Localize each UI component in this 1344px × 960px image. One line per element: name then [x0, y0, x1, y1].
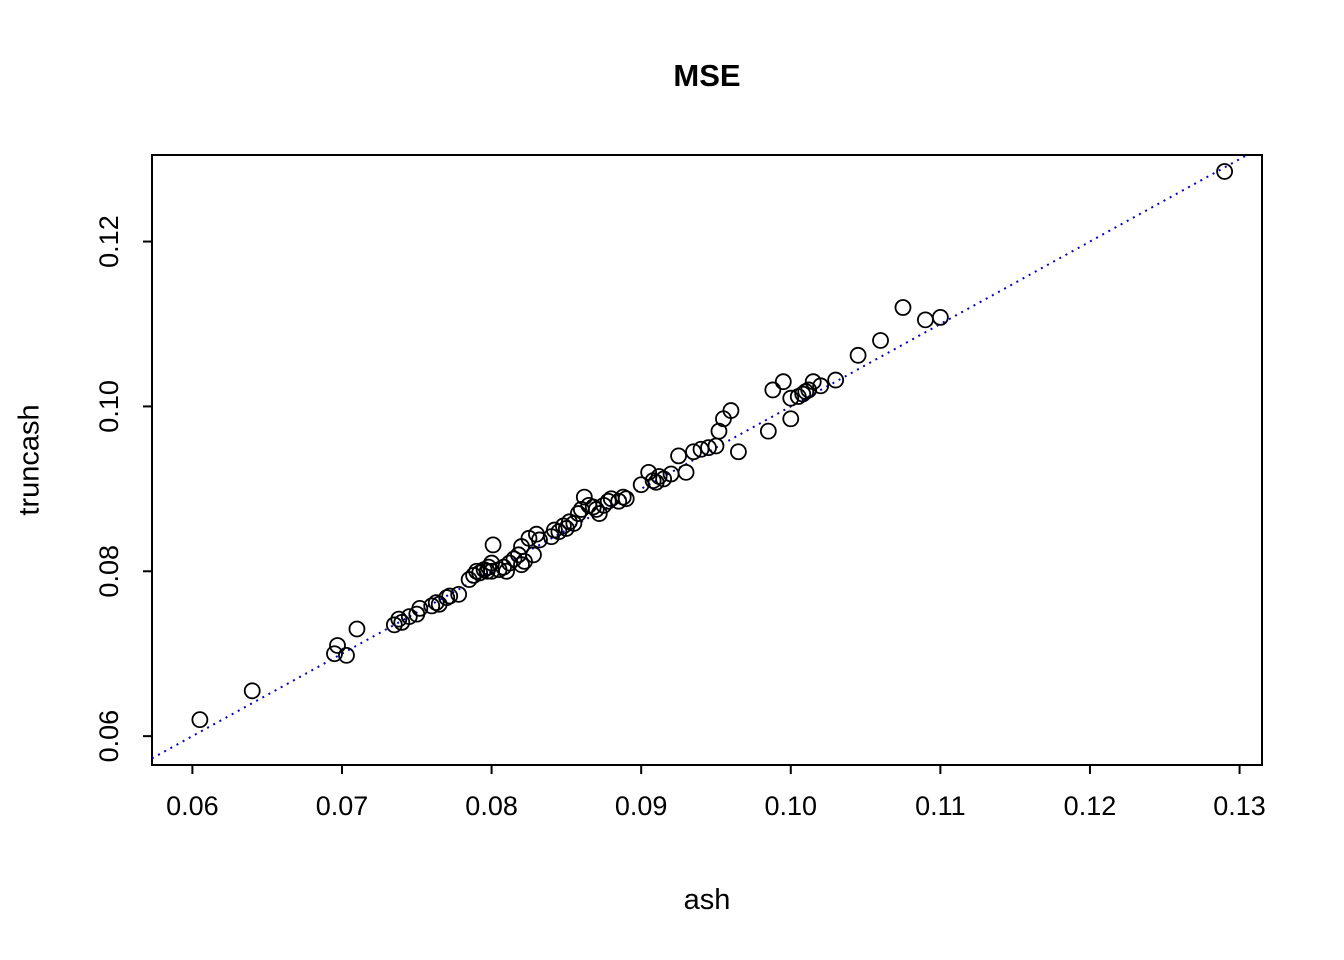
- data-point: [782, 410, 800, 428]
- data-point: [531, 531, 548, 549]
- data-point: [812, 377, 830, 395]
- data-point: [427, 594, 445, 612]
- data-point: [411, 599, 429, 617]
- x-tick-label: 0.13: [1213, 791, 1266, 821]
- data-point: [390, 610, 408, 628]
- data-point: [610, 492, 628, 510]
- data-point: [438, 589, 456, 607]
- data-point: [614, 488, 632, 506]
- x-tick-label: 0.10: [764, 791, 817, 821]
- data-point: [917, 311, 934, 329]
- data-point: [872, 332, 889, 349]
- data-point: [471, 564, 489, 582]
- y-tick-label: 0.12: [94, 215, 124, 268]
- data-point: [764, 381, 782, 399]
- data-point: [565, 515, 583, 532]
- data-point: [800, 381, 818, 399]
- data-point: [575, 488, 593, 506]
- y-tick-label: 0.06: [94, 710, 124, 763]
- chart-title: MSE: [673, 58, 741, 93]
- x-tick-label: 0.08: [465, 791, 518, 821]
- x-tick-label: 0.06: [166, 791, 219, 821]
- data-point: [348, 620, 366, 638]
- data-point: [759, 422, 777, 440]
- data-point: [1216, 163, 1234, 180]
- x-tick-label: 0.07: [316, 791, 369, 821]
- data-point: [569, 505, 587, 522]
- x-tick-label: 0.12: [1064, 791, 1117, 821]
- data-point: [450, 585, 468, 603]
- plot-box: [151, 154, 1263, 766]
- data-point: [774, 373, 792, 391]
- data-point: [685, 443, 702, 461]
- data-point: [782, 389, 800, 407]
- data-point: [400, 608, 418, 626]
- data-point: [590, 505, 608, 522]
- data-point: [441, 587, 459, 605]
- data-point: [525, 546, 542, 564]
- data-point: [931, 308, 949, 326]
- data-point: [329, 637, 346, 654]
- data-point: [385, 616, 403, 634]
- data-point: [617, 490, 635, 508]
- data-point: [849, 346, 867, 364]
- data-point: [243, 682, 261, 700]
- data-point: [484, 536, 502, 554]
- data-point: [677, 463, 695, 481]
- data-point: [722, 402, 740, 419]
- data-point: [191, 711, 209, 729]
- data-point: [423, 597, 441, 615]
- y-axis-label: truncash: [13, 404, 46, 516]
- data-point: [550, 523, 568, 541]
- data-point: [599, 492, 617, 510]
- x-axis-label: ash: [683, 884, 731, 916]
- data-point: [700, 439, 717, 457]
- data-point: [730, 443, 747, 461]
- y-tick-label: 0.08: [94, 545, 124, 598]
- x-tick-label: 0.11: [915, 791, 966, 821]
- data-point: [338, 646, 355, 664]
- data-point: [498, 562, 515, 580]
- x-tick-label: 0.09: [615, 791, 668, 821]
- data-point: [326, 645, 343, 663]
- data-point: [513, 556, 530, 574]
- y-tick-label: 0.10: [94, 380, 124, 433]
- data-point: [670, 447, 687, 465]
- data-point: [894, 299, 912, 316]
- data-point: [827, 371, 845, 389]
